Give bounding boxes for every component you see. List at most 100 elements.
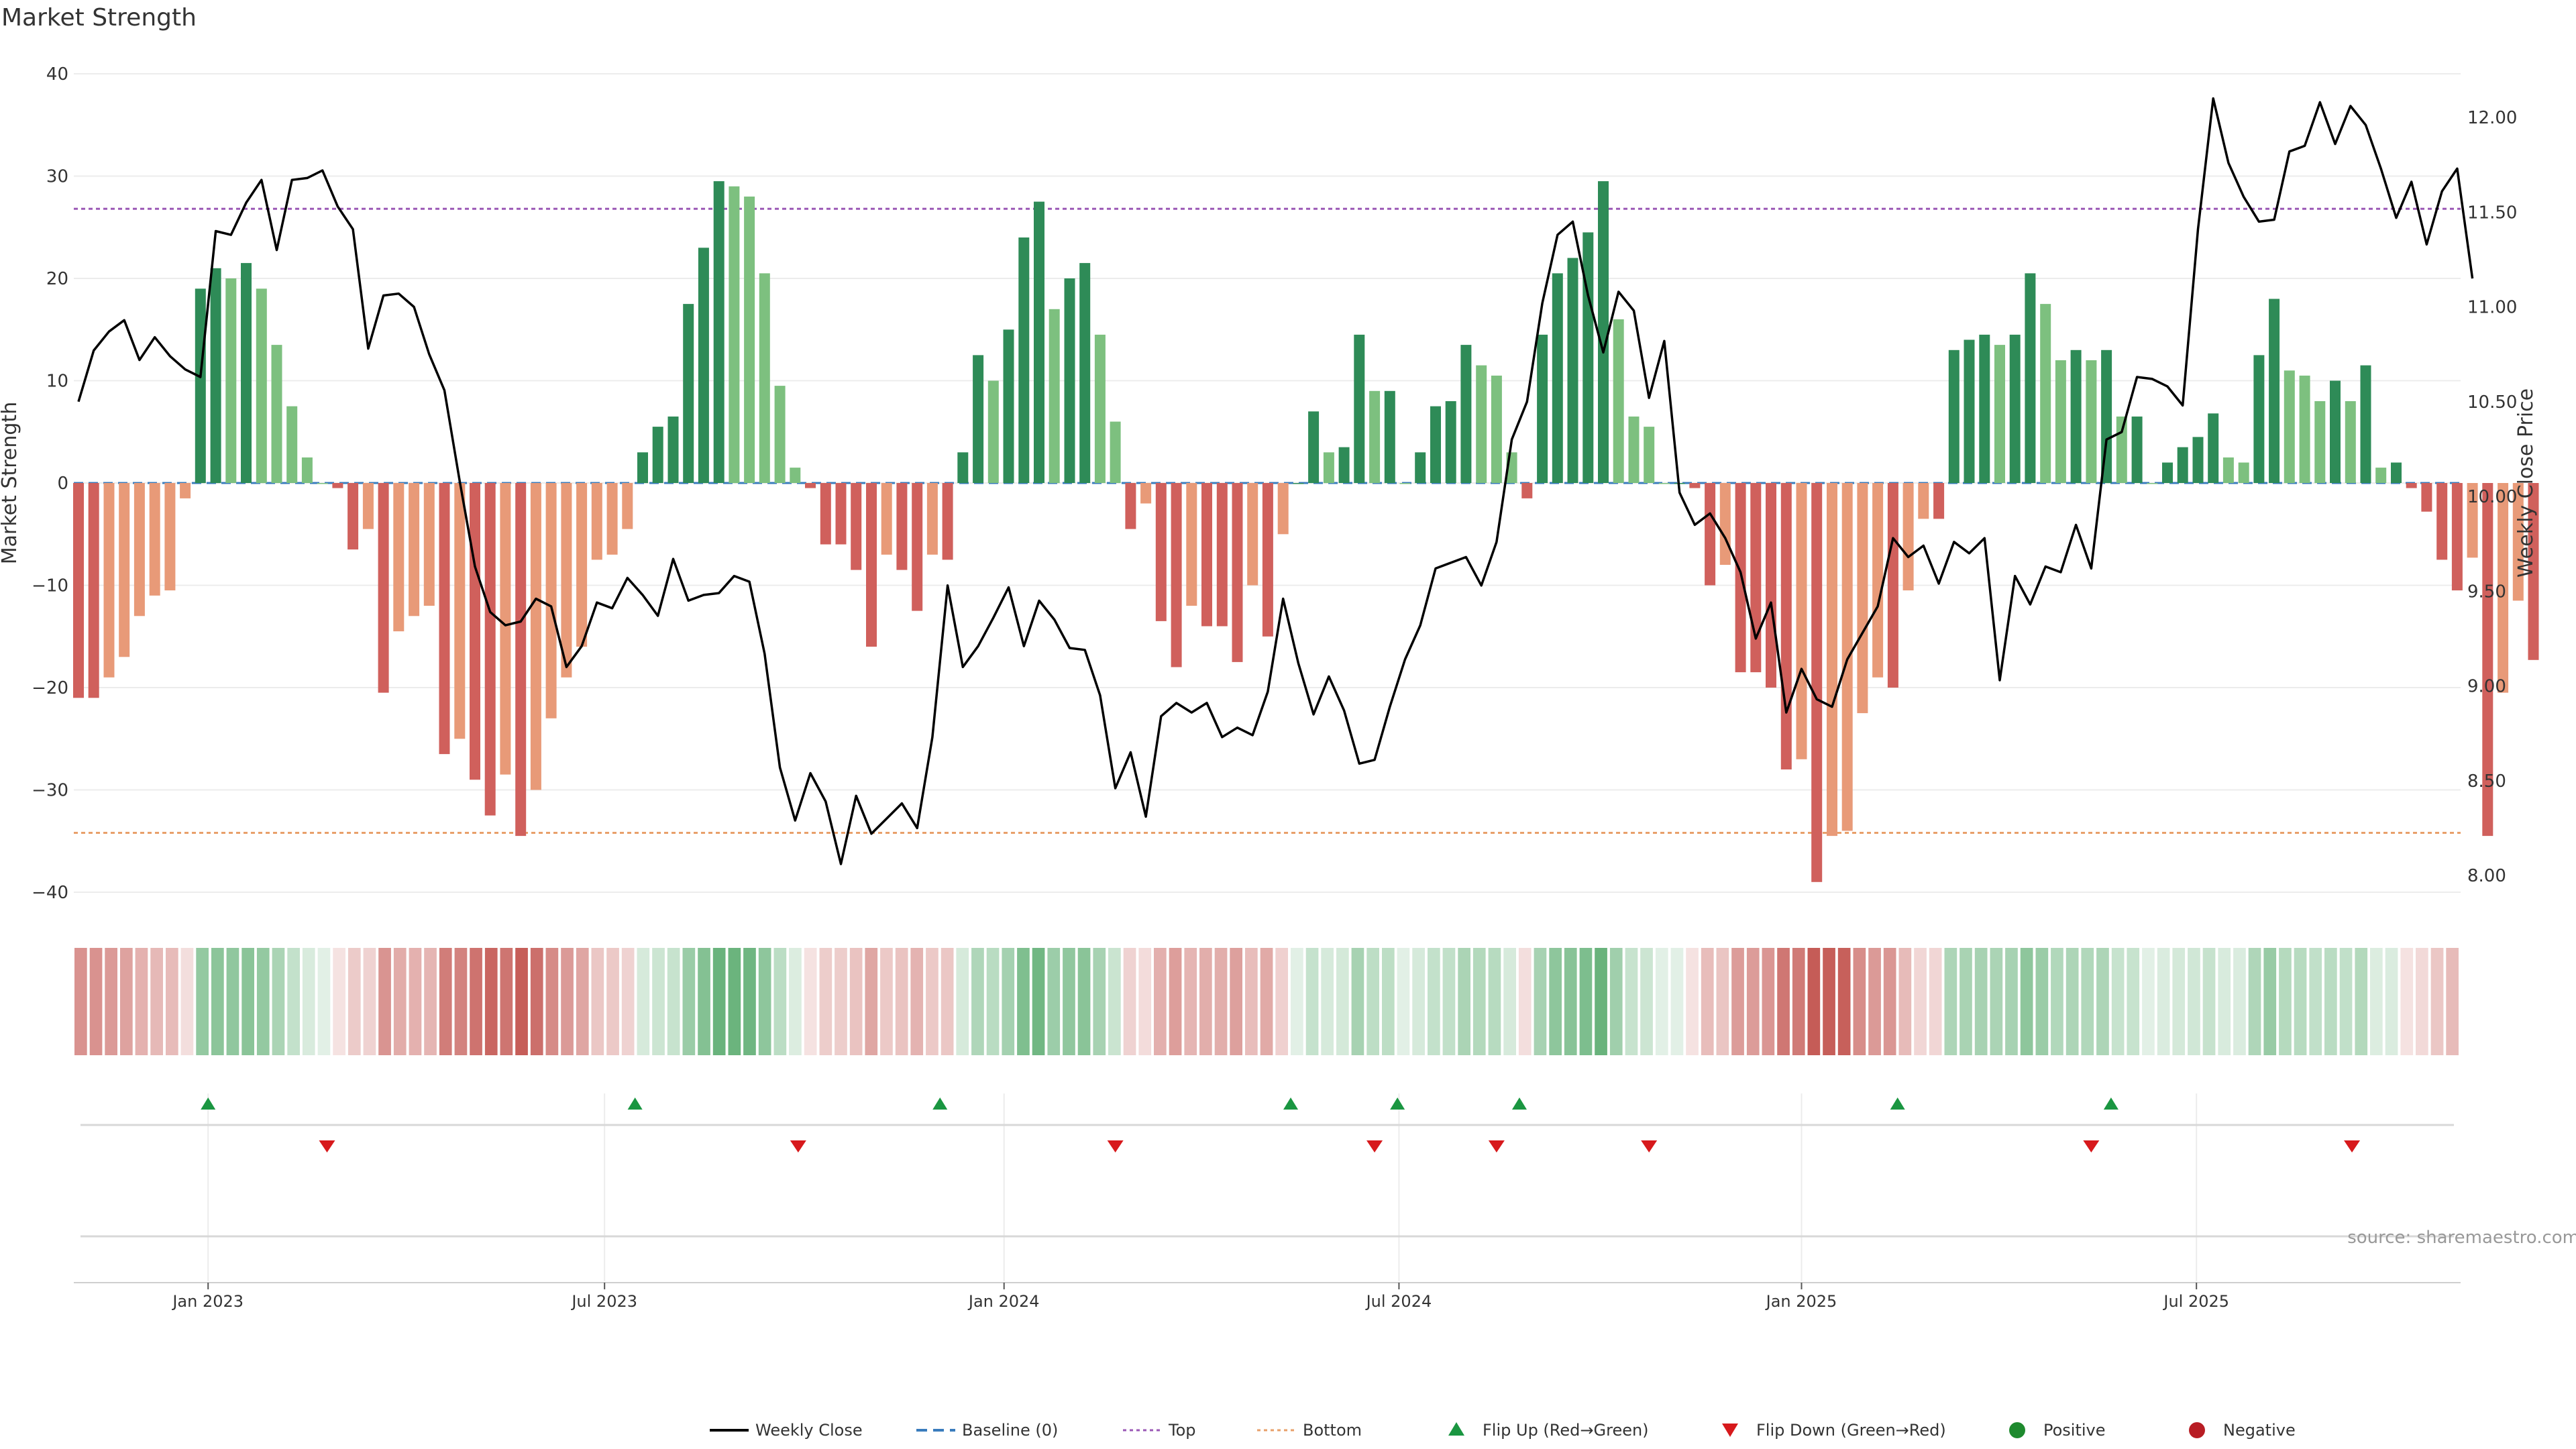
heat-cell-85 — [1366, 948, 1379, 1055]
heat-cell-149 — [2339, 948, 2353, 1055]
strength-bar-3 — [119, 483, 130, 657]
heat-cell-94 — [1503, 948, 1516, 1055]
heat-cell-127 — [2005, 948, 2018, 1055]
heat-cell-18 — [347, 948, 361, 1055]
legend-label-2: Top — [1168, 1421, 1196, 1440]
strength-bar-153 — [2406, 483, 2417, 488]
strength-bar-8 — [195, 288, 206, 484]
strength-bar-135 — [2131, 416, 2143, 483]
strength-bar-15 — [301, 457, 313, 483]
heat-cell-21 — [393, 948, 407, 1055]
strength-bar-4 — [133, 483, 145, 616]
heat-cell-73 — [1184, 948, 1197, 1055]
x-tick-label-4: Jan 2025 — [1765, 1292, 1837, 1311]
heat-cell-72 — [1169, 948, 1182, 1055]
strength-bar-26 — [470, 483, 480, 780]
strength-bar-66 — [1079, 263, 1091, 483]
heat-cell-95 — [1518, 948, 1532, 1055]
reference-lines — [74, 207, 2461, 835]
strength-bars — [73, 181, 2539, 882]
strength-bar-34 — [591, 483, 602, 560]
heat-cell-120 — [1898, 948, 1912, 1055]
heat-cell-138 — [2172, 948, 2186, 1055]
legend: Weekly Close Baseline (0) Top Bottom Flip Up… — [710, 1421, 2296, 1440]
heat-cell-69 — [1123, 948, 1136, 1055]
strength-bar-39 — [667, 416, 679, 483]
strength-bar-56 — [926, 483, 938, 555]
strength-bar-122 — [1933, 483, 1945, 519]
heat-cell-83 — [1336, 948, 1349, 1055]
heat-cell-48 — [804, 948, 817, 1055]
heat-cell-12 — [256, 948, 270, 1055]
heat-cell-156 — [2446, 948, 2459, 1055]
legend-label-5: Flip Down (Green→Red) — [1756, 1421, 1946, 1440]
strength-bar-143 — [2253, 355, 2265, 483]
strength-bar-93 — [1491, 375, 1502, 483]
heat-cell-2 — [105, 948, 117, 1055]
legend-item-6: Positive — [2009, 1421, 2106, 1440]
heat-cell-34 — [591, 948, 604, 1055]
heat-cell-45 — [758, 948, 771, 1055]
strength-bar-54 — [896, 483, 908, 570]
strength-bar-148 — [2330, 380, 2341, 483]
heat-cell-75 — [1214, 948, 1228, 1055]
heat-cell-142 — [2233, 948, 2246, 1055]
strength-bar-25 — [454, 483, 466, 739]
left-tick-6: −20 — [32, 678, 68, 698]
strength-bar-95 — [1521, 483, 1533, 498]
source-note: source: sharemaestro.com — [2347, 1228, 2576, 1248]
strength-bar-46 — [774, 386, 786, 483]
strength-bar-159 — [2498, 483, 2509, 693]
strength-bar-160 — [2512, 483, 2524, 601]
heat-cell-26 — [470, 948, 482, 1055]
heat-cell-59 — [971, 948, 984, 1055]
strength-bar-139 — [2192, 437, 2204, 483]
heat-cell-7 — [180, 948, 194, 1055]
strength-bar-85 — [1369, 390, 1381, 484]
strength-bar-38 — [652, 427, 663, 483]
strength-bar-72 — [1171, 483, 1182, 667]
x-tick-label-5: Jul 2025 — [2162, 1292, 2229, 1311]
heat-cell-117 — [1853, 948, 1866, 1055]
heat-cell-113 — [1792, 948, 1805, 1055]
heat-cell-43 — [728, 948, 741, 1055]
heat-cell-106 — [1686, 948, 1699, 1055]
strength-bar-146 — [2299, 375, 2310, 483]
heat-cell-56 — [926, 948, 938, 1055]
legend-swatch-6 — [2009, 1422, 2025, 1438]
heat-cell-107 — [1701, 948, 1714, 1055]
strength-bar-152 — [2391, 462, 2402, 483]
heat-cell-74 — [1199, 948, 1212, 1055]
left-tick-1: 30 — [46, 167, 68, 187]
heat-cell-49 — [819, 948, 833, 1055]
strength-bar-137 — [2162, 462, 2173, 483]
heat-cell-17 — [333, 948, 345, 1055]
strength-bar-157 — [2467, 483, 2478, 558]
heat-cell-51 — [849, 948, 863, 1055]
strength-bar-102 — [1628, 416, 1640, 483]
strength-bar-43 — [729, 186, 740, 484]
heat-cell-3 — [120, 948, 133, 1055]
heat-cell-60 — [986, 948, 1000, 1055]
strength-bar-14 — [286, 406, 298, 483]
heat-cell-104 — [1655, 948, 1668, 1055]
strength-bar-117 — [1857, 483, 1868, 714]
heat-cell-14 — [287, 948, 300, 1055]
strength-bar-112 — [1780, 483, 1792, 769]
strength-bar-150 — [2360, 365, 2371, 483]
strength-bar-84 — [1354, 334, 1365, 483]
strength-bar-21 — [393, 483, 405, 632]
strength-bar-44 — [744, 197, 755, 483]
left-tick-5: −10 — [32, 576, 68, 596]
strength-bar-9 — [210, 268, 221, 484]
strength-bar-45 — [759, 273, 770, 483]
strength-bar-22 — [409, 483, 420, 616]
strength-bar-90 — [1445, 401, 1456, 483]
heat-cell-152 — [2385, 948, 2398, 1055]
strength-bar-125 — [1979, 334, 1990, 483]
strength-bar-77 — [1247, 483, 1258, 586]
flip-down-marker-2 — [1107, 1140, 1124, 1152]
flip-up-marker-0 — [201, 1097, 216, 1110]
strength-bar-87 — [1399, 483, 1411, 484]
strength-bar-60 — [987, 380, 999, 483]
